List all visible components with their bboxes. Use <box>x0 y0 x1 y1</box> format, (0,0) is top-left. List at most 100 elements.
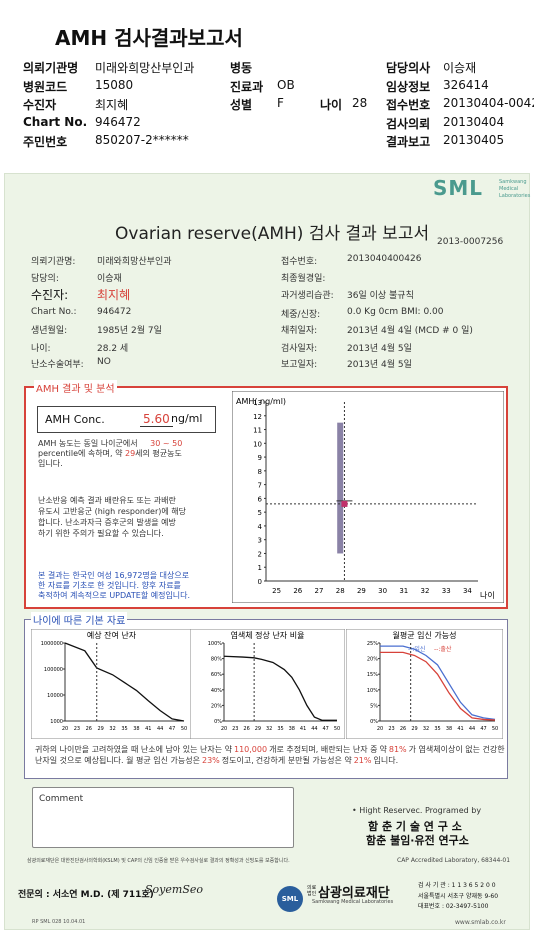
chart-title: 염색체 정상 난자 비율 <box>231 630 305 640</box>
patient-field-value: 미래와희망산부인과 <box>97 257 172 267</box>
header-age-label: 나이 <box>320 98 343 112</box>
pct-c: percentile에 속하며, 약 <box>38 449 123 458</box>
y-tick-label: 25% <box>367 641 378 647</box>
header-value: 15080 <box>95 77 134 92</box>
header-value: 최지혜 <box>95 98 129 112</box>
foundation-name: 삼광의료재단 <box>318 886 390 901</box>
patient-field-value: 2013040400426 <box>347 254 422 264</box>
y-tick-label: 9 <box>258 454 262 462</box>
remaining-eggs-chart: 예상 잔여 난자 1000 10000 100000 1000000 20 23 26 29 32… <box>31 629 192 739</box>
x-tick-label: 41 <box>145 726 151 732</box>
x-tick-label: 31 <box>399 587 408 595</box>
patient-field-value: 28.2 세 <box>97 344 129 354</box>
x-tick-label: 41 <box>300 726 306 732</box>
amh-analysis-section: AMH 결과 및 분석 AMH Conc. 5.60 ng/ml AMH 농도는… <box>24 380 508 609</box>
amh-conc-label: AMH Conc. <box>45 413 105 426</box>
percentile-text: AMH 농도는 동일 나이군에서 30 ~ 50 percentile에 속하며… <box>38 439 182 469</box>
summary-part: 81% <box>388 745 407 754</box>
sml-circle-logo: SML <box>277 886 303 912</box>
x-tick-label: 23 <box>74 726 80 732</box>
amh-chart-frame <box>232 391 504 603</box>
summary-part: 21% <box>353 756 372 765</box>
pct-age: 29 <box>124 449 136 458</box>
chart-title: 예상 잔여 난자 <box>87 630 137 640</box>
chromosome-normal-chart: 염색체 정상 난자 비율 0% 20% 40% 60% 80% 100% 20 23 26 29 32… <box>190 629 345 739</box>
y-tick-label: 3 <box>258 537 262 545</box>
page-title: AMH 검사결과보고서 <box>55 26 243 50</box>
y-tick-label: 2 <box>258 550 262 558</box>
y-tick-label: 4 <box>258 523 263 531</box>
amh-analysis-heading: AMH 결과 및 분석 <box>34 380 117 395</box>
header-label: 병원코드 <box>23 79 68 94</box>
summary-part: 개로 추정되며, 배란되는 난자 중 <box>269 745 378 754</box>
legend-birth: --:출산 <box>434 645 452 653</box>
x-tick-label: 32 <box>423 726 429 732</box>
header-value: 946472 <box>95 114 141 129</box>
patient-field-value: 이승재 <box>97 274 122 284</box>
summary-part: 약 <box>379 745 387 754</box>
chart-title: 월평균 임신 가능성 <box>393 630 457 640</box>
pct-a: AMH 농도는 동일 나이군에서 <box>38 439 138 448</box>
header-label: 의뢰기관명 <box>23 61 79 75</box>
x-tick-label: 30 <box>378 587 387 595</box>
patient-field-label: 체중/신장: <box>281 310 321 320</box>
x-tick-label: 44 <box>311 726 317 732</box>
summary-part: 23% <box>202 756 220 765</box>
header-label-2: 병동 <box>230 61 253 75</box>
y-tick-label: 12 <box>253 413 262 421</box>
summary-part: 입니다. <box>373 756 399 765</box>
org-line-2: 함춘 불임·유전 연구소 <box>366 834 469 847</box>
response-line: 유도시 고반응군 (high responder)에 해당 <box>38 507 186 516</box>
header-value-3: 20130404-00426 <box>443 96 534 110</box>
y-tick-label: 13 <box>253 399 262 407</box>
y-tick-label: 0% <box>214 719 222 725</box>
basic-summary-text: 귀하의 나이만을 고려하였을 때 난소에 남아 있는 난자는 약 110,000 개… <box>35 744 505 766</box>
amh-conc-box <box>37 406 216 433</box>
amh-conc-value: 5.60 <box>140 412 173 427</box>
response-line: 합니다. 난소과자극 증후군의 발생을 예방 <box>38 518 176 527</box>
y-tick-label: 8 <box>258 468 262 476</box>
x-tick-label: 38 <box>289 726 295 732</box>
x-tick-label: 29 <box>98 726 104 732</box>
address-1: 검 사 기 관 : 1 1 3 6 5 2 0 0 <box>418 882 496 889</box>
y-tick-label: 20% <box>367 657 378 663</box>
y-tick-label: 40% <box>211 688 222 694</box>
header-value-2: OB <box>277 77 295 92</box>
x-tick-label: 38 <box>446 726 452 732</box>
specialist-name: 전문의 : 서소연 M.D. (제 711호) <box>18 890 154 900</box>
comment-box <box>32 787 294 848</box>
y-tick-label: 5% <box>370 703 378 709</box>
x-tick-label: 29 <box>255 726 261 732</box>
y-tick-label: 0% <box>370 719 378 725</box>
pregnancy-chance-chart: 월평균 임신 가능성 0% 5% 10% 15% 20% 25% 20 23 26 29 32 35 38… <box>346 629 503 739</box>
header-value: 미래와희망산부인과 <box>95 61 195 75</box>
y-tick-label: 11 <box>253 427 262 435</box>
report-paper: SML Samkwang Medical Laboratories Ovaria… <box>4 173 530 930</box>
summary-part: 귀하의 나이만을 고려하였을 때 난소에 남아 있는 난자는 약 <box>35 745 232 754</box>
address-2: 서울특별시 서초구 양재동 9-60 <box>418 893 499 900</box>
x-tick-label: 28 <box>336 587 345 595</box>
summary-part: 가 염색체이상이 없는 건강한 난자일 것으로 예상됩니다. 월 평균 임신 가… <box>35 745 505 765</box>
y-tick-label: 100000 <box>44 667 63 673</box>
header-value-3: 326414 <box>443 77 489 92</box>
header-value-3: 이승재 <box>443 61 477 75</box>
y-tick-label: 6 <box>258 495 263 503</box>
patient-field-value: 최지혜 <box>97 288 131 302</box>
header-label: 주민번호 <box>23 135 68 149</box>
x-tick-label: 27 <box>315 587 324 595</box>
y-tick-label: 20% <box>211 703 222 709</box>
website: www.smlab.co.kr <box>455 919 506 926</box>
patient-field-label: 나이: <box>31 344 51 354</box>
patient-field-value: 36일 이상 불규칙 <box>347 291 414 301</box>
header-value-3: 20130405 <box>443 133 505 147</box>
x-tick-label: 32 <box>109 726 115 732</box>
header-value: 850207-2****** <box>95 133 189 147</box>
y-tick-label: 15% <box>367 672 378 678</box>
basic-data-heading: 나이에 따른 기본 자료 <box>31 612 128 627</box>
y-tick-label: 1000000 <box>41 641 63 647</box>
patient-field-label: Chart No.: <box>31 307 77 317</box>
reference-range-bar <box>337 422 344 554</box>
x-tick-label: 50 <box>181 726 187 732</box>
header-label-2: 성별 <box>230 98 253 112</box>
x-axis-label: 나이 <box>480 590 495 600</box>
